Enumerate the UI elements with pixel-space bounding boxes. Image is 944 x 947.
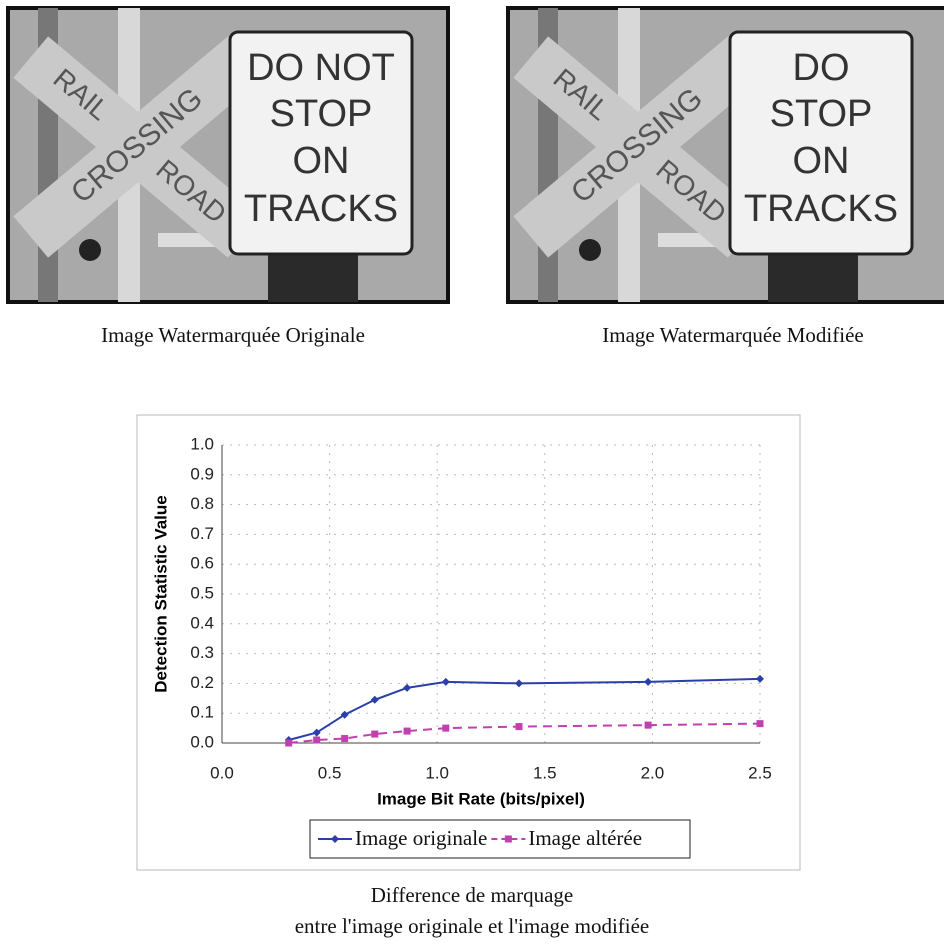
sign-text: ON bbox=[793, 140, 850, 182]
x-axis-label: Image Bit Rate (bits/pixel) bbox=[377, 789, 585, 808]
y-tick-label: 1.0 bbox=[190, 434, 214, 453]
point bbox=[442, 725, 449, 732]
y-tick-label: 0.2 bbox=[190, 673, 214, 692]
x-tick-label: 0.0 bbox=[210, 763, 234, 782]
figure-caption: entre l'image originale et l'image modif… bbox=[295, 914, 650, 938]
legend-label: Image originale bbox=[355, 826, 487, 850]
x-tick-label: 0.5 bbox=[318, 763, 342, 782]
lamp bbox=[79, 239, 101, 261]
legend-label: Image altérée bbox=[528, 826, 642, 850]
point bbox=[313, 737, 320, 744]
x-tick-label: 1.5 bbox=[533, 763, 557, 782]
point bbox=[757, 720, 764, 727]
image-caption: Image Watermarquée Originale bbox=[101, 323, 365, 347]
point bbox=[285, 740, 292, 747]
legend-marker bbox=[505, 836, 512, 843]
y-tick-label: 0.5 bbox=[190, 583, 214, 602]
y-axis-label: Detection Statistic Value bbox=[151, 495, 170, 692]
y-tick-label: 0.7 bbox=[190, 524, 214, 543]
point bbox=[404, 728, 411, 735]
x-tick-label: 2.5 bbox=[748, 763, 772, 782]
point bbox=[371, 731, 378, 738]
image-caption: Image Watermarquée Modifiée bbox=[602, 323, 863, 347]
sign-text: STOP bbox=[270, 93, 373, 135]
y-tick-label: 0.6 bbox=[190, 554, 214, 573]
y-tick-label: 0.3 bbox=[190, 643, 214, 662]
x-tick-label: 2.0 bbox=[641, 763, 665, 782]
figure-caption: Difference de marquage bbox=[371, 883, 574, 907]
x-tick-label: 1.0 bbox=[425, 763, 449, 782]
lamp bbox=[579, 239, 601, 261]
sign-text: DO NOT bbox=[247, 47, 395, 89]
point bbox=[341, 735, 348, 742]
figure: RAILROADCROSSINGDO NOTSTOPONTRACKSImage … bbox=[0, 0, 944, 947]
y-tick-label: 0.1 bbox=[190, 703, 214, 722]
sign-text: ON bbox=[293, 140, 350, 182]
point bbox=[515, 723, 522, 730]
sign-text: TRACKS bbox=[244, 188, 398, 230]
y-tick-label: 0.8 bbox=[190, 494, 214, 513]
y-tick-label: 0.4 bbox=[190, 613, 214, 632]
sign-text: STOP bbox=[770, 93, 873, 135]
post bbox=[768, 248, 858, 302]
y-tick-label: 0.0 bbox=[190, 732, 214, 751]
y-tick-label: 0.9 bbox=[190, 464, 214, 483]
point bbox=[645, 722, 652, 729]
sign-text: TRACKS bbox=[744, 188, 898, 230]
post bbox=[268, 248, 358, 302]
sign-text: DO bbox=[793, 47, 850, 89]
